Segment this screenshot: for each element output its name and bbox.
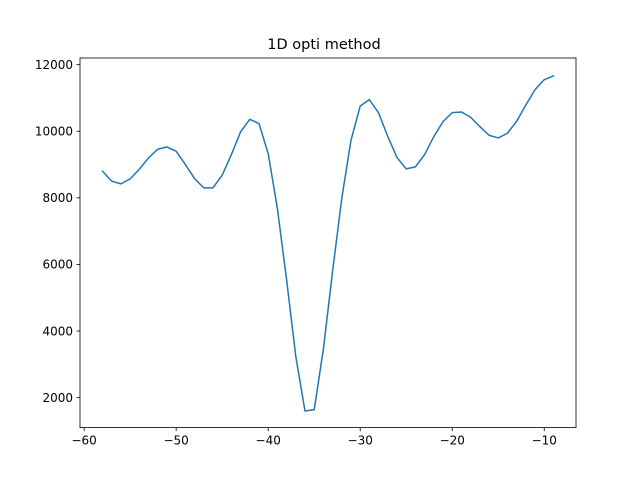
y-tick-label: 6000 bbox=[42, 258, 73, 272]
x-tick-label: −40 bbox=[256, 434, 281, 448]
y-tick-label: 2000 bbox=[42, 391, 73, 405]
y-tick-label: 8000 bbox=[42, 191, 73, 205]
y-tick-label: 10000 bbox=[35, 125, 73, 139]
plot-frame bbox=[79, 57, 577, 429]
x-tick-label: −20 bbox=[440, 434, 465, 448]
x-tick-label: −30 bbox=[348, 434, 373, 448]
y-tick-label: 4000 bbox=[42, 324, 73, 338]
y-tick-label: 12000 bbox=[35, 58, 73, 72]
x-tick-label: −50 bbox=[163, 434, 188, 448]
y-axis: 2000 4000 6000 8000 10000 12000 bbox=[35, 58, 80, 405]
series-layer bbox=[101, 75, 555, 412]
x-tick-label: −60 bbox=[71, 434, 96, 448]
x-axis: −60 −50 −40 −30 −20 −10 bbox=[71, 427, 557, 448]
chart-title: 1D opti method bbox=[267, 37, 380, 53]
series-line bbox=[101, 75, 555, 412]
x-tick-label: −10 bbox=[532, 434, 557, 448]
